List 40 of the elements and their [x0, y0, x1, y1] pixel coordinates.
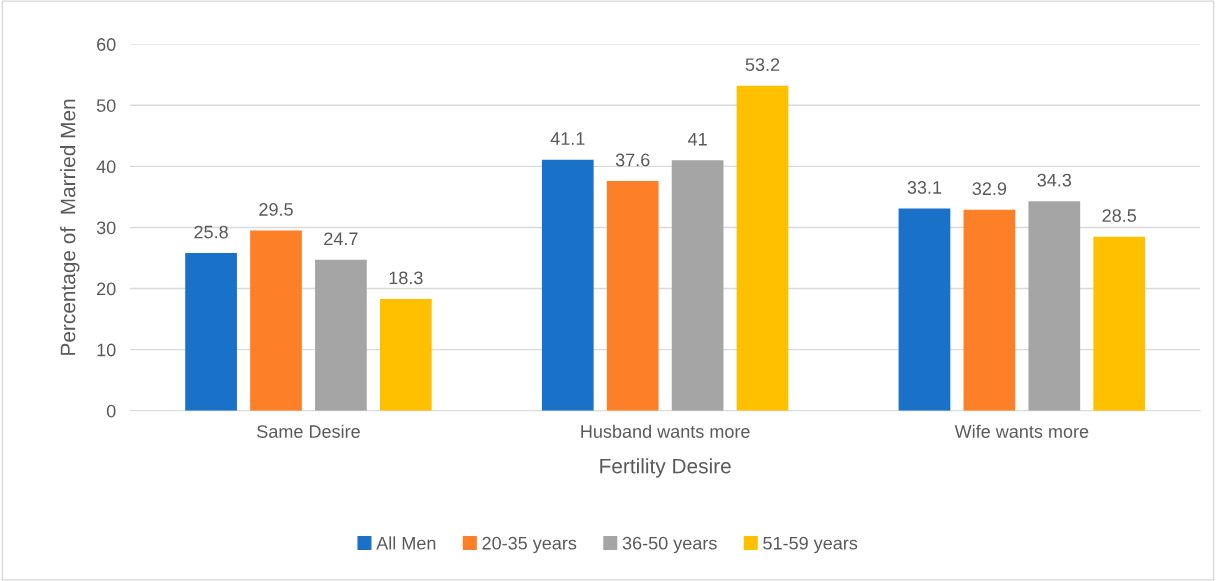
bar: [185, 253, 237, 411]
data-label: 32.9: [972, 182, 1007, 196]
bar: [736, 85, 789, 411]
data-label: 25.8: [194, 225, 228, 239]
y-tick-label: 60: [97, 38, 116, 51]
y-tick-label: 10: [97, 343, 116, 357]
data-label: 28.5: [1102, 209, 1137, 222]
bar: [379, 298, 432, 411]
y-axis-title: Percentage of Married Men: [60, 99, 80, 355]
bar: [250, 230, 302, 411]
data-label: 41.1: [550, 132, 585, 145]
data-label: 33.1: [907, 181, 942, 194]
y-tick-label: 0: [106, 404, 116, 418]
data-label: 37.6: [615, 153, 650, 167]
x-tick-label: Wife wants more: [954, 424, 1089, 438]
bar: [315, 259, 367, 411]
legend-label: 51-59 years: [763, 536, 858, 554]
bar: [963, 209, 1016, 411]
x-tick-label: Husband wants more: [581, 424, 750, 438]
y-tick-label: 20: [97, 282, 116, 296]
legend-label: 20-35 years: [482, 536, 577, 554]
data-label: 41: [687, 132, 707, 146]
data-label: 18.3: [389, 271, 423, 285]
data-label: 24.7: [324, 232, 358, 245]
bar: [606, 181, 659, 411]
bar: [1093, 236, 1146, 411]
data-label: 34.3: [1037, 173, 1072, 187]
bar: [898, 208, 951, 411]
legend-label: 36-50 years: [622, 536, 717, 554]
y-tick-label: 30: [96, 221, 116, 235]
y-tick-label: 40: [96, 160, 116, 174]
bar: [1028, 201, 1081, 411]
bar: [541, 159, 594, 411]
x-tick-label: Same Desire: [257, 424, 360, 438]
x-axis-title: Fertility Desire: [600, 458, 731, 478]
data-label: 29.5: [259, 203, 293, 216]
bar: [671, 160, 724, 411]
legend-label: All Men: [376, 536, 436, 550]
data-label: 53.2: [745, 58, 780, 72]
y-tick-label: 50: [96, 99, 116, 112]
